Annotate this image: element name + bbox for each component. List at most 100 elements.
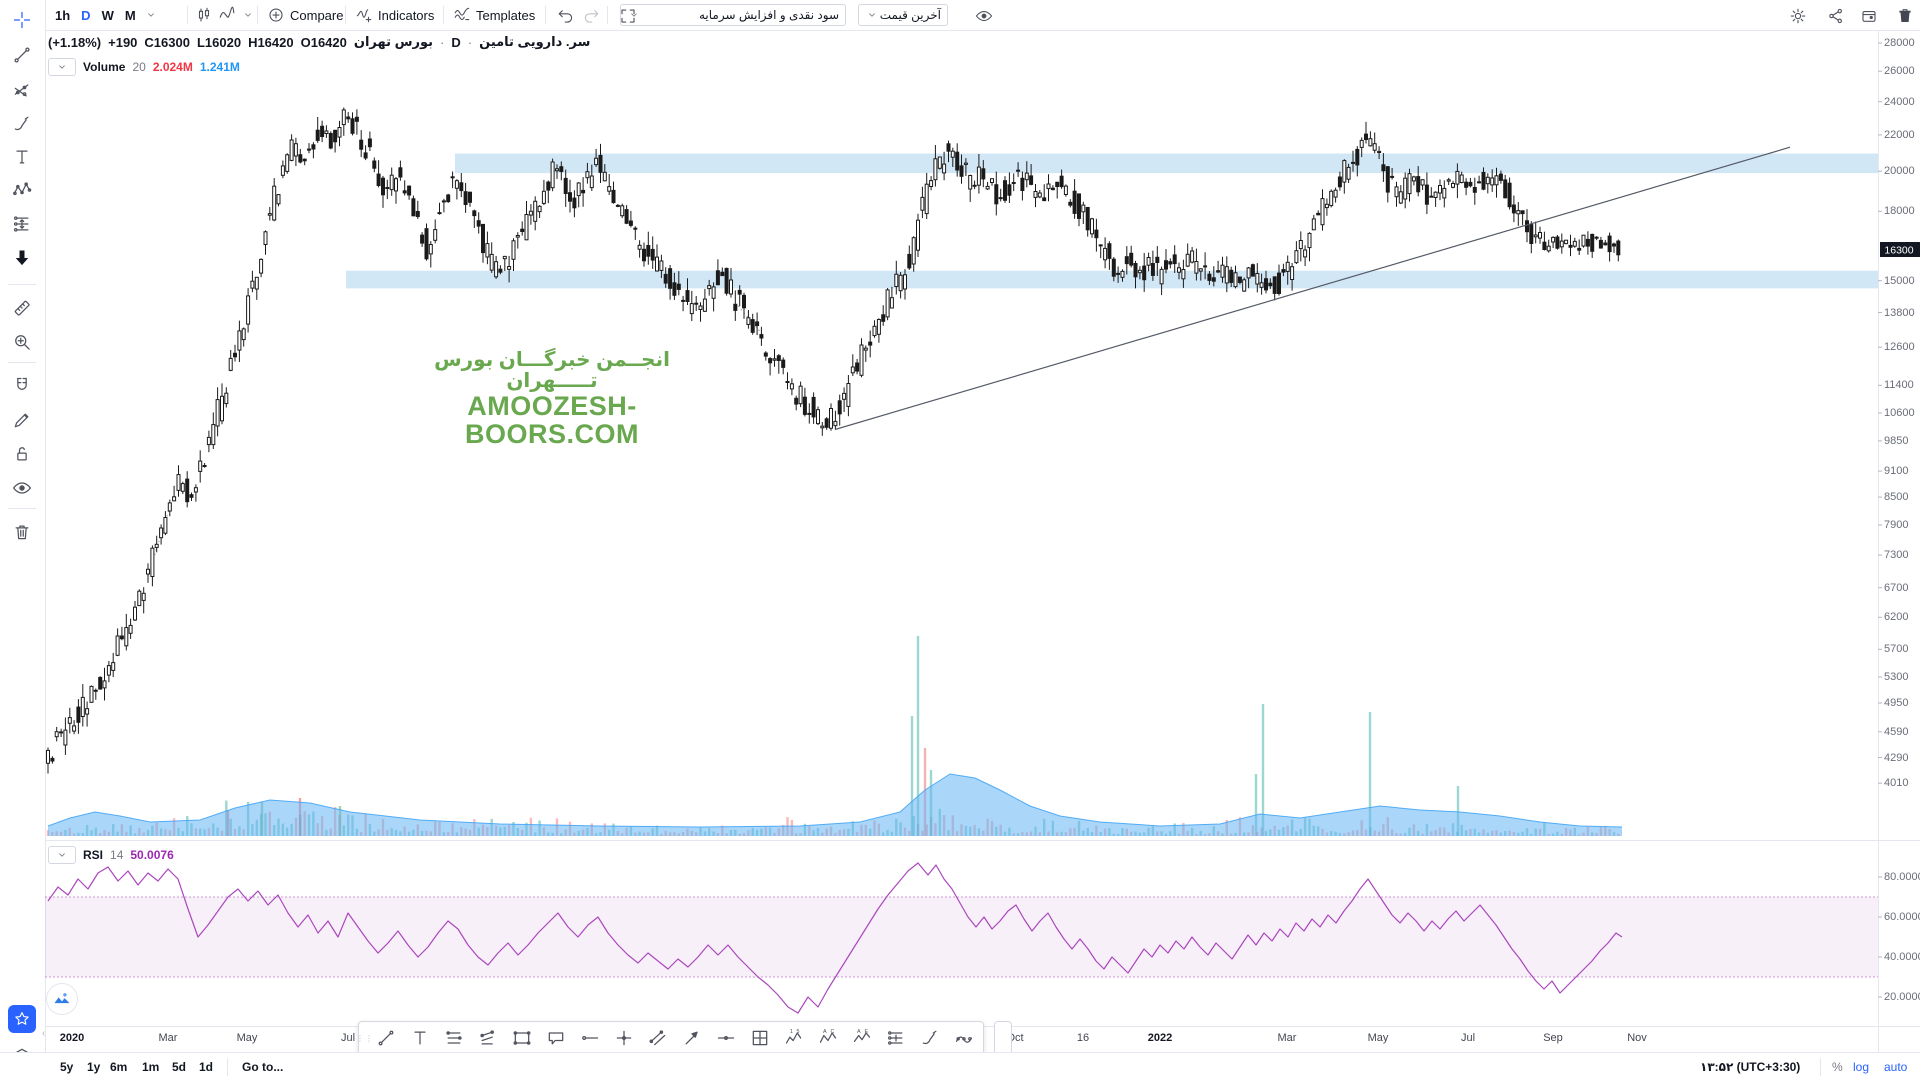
favorite-tool-parallel-channel[interactable] <box>641 1023 675 1053</box>
symbol-title[interactable]: سر. دارویی تامین <box>479 34 591 49</box>
timeframe-1w[interactable]: W <box>101 7 114 23</box>
chart-plot-area[interactable] <box>45 30 1878 840</box>
favorite-tool-cycle-lines[interactable] <box>947 1023 981 1053</box>
favorite-tool-brush[interactable] <box>913 1023 947 1053</box>
svg-text:1: 1 <box>790 1029 793 1035</box>
auto-scale-button[interactable]: auto <box>1884 1060 1908 1074</box>
sidebar-tool-hide-all-eye[interactable] <box>8 474 36 502</box>
sidebar-tool-pattern-tools[interactable] <box>8 176 36 204</box>
legend-collapse-chevron[interactable] <box>48 846 76 864</box>
timeframe-1m[interactable]: M <box>124 7 136 23</box>
sidebar-tool-brush-tools[interactable] <box>8 110 36 138</box>
sidebar-tool-remove-all-trash[interactable] <box>8 518 36 546</box>
sidebar-tool-zoom-in[interactable] <box>8 328 36 356</box>
indicators-button[interactable]: Indicators <box>355 0 434 30</box>
price-axis[interactable] <box>1878 30 1920 1026</box>
price-source-dropdown[interactable]: آخرین قیمت <box>858 4 948 26</box>
toolbar-drag-handle[interactable]: ⋮⋮ <box>356 1033 374 1043</box>
plus-circle-icon <box>267 6 285 24</box>
time-tick-label: May <box>1367 1032 1389 1044</box>
favorite-tool-long-position[interactable] <box>879 1023 913 1053</box>
price-tick-label: 4590 <box>1884 726 1909 738</box>
favorite-tool-trend-line[interactable] <box>369 1023 403 1053</box>
percent-scale-button[interactable]: % <box>1832 1060 1843 1074</box>
sidebar-tool-prediction-tools[interactable] <box>8 210 36 238</box>
templates-button[interactable]: Templates <box>453 0 535 30</box>
delete-trash-icon[interactable] <box>1896 7 1914 25</box>
range-1y-button[interactable]: 1y <box>87 1060 101 1074</box>
sidebar-tool-lock-all[interactable] <box>8 440 36 468</box>
sidebar-tool-ruler[interactable] <box>8 294 36 322</box>
settings-gear-icon[interactable] <box>1789 7 1807 25</box>
rsi-tick-label: 20.0000 <box>1884 991 1920 1003</box>
range-5d-button[interactable]: 5d <box>172 1060 187 1074</box>
price-tick-label: 5300 <box>1884 671 1909 683</box>
sidebar-separator <box>8 508 36 509</box>
share-icon[interactable] <box>1827 7 1845 25</box>
clock-label[interactable]: ۱۳:۵۲ (UTC+3:30) <box>1700 1060 1801 1074</box>
timeframe-chevron-down-icon[interactable] <box>144 8 158 22</box>
quick-view-eye-icon[interactable] <box>975 7 993 25</box>
range-5y-button[interactable]: 5y <box>60 1060 74 1074</box>
sidebar-tool-gann-fib-tools[interactable] <box>8 76 36 104</box>
bottom-toolbar: 5y 1y 6m 1m 5d 1d Go to... ۱۳:۵۲ (UTC+3:30) %… <box>0 1052 1920 1080</box>
favorite-tool-projection[interactable] <box>743 1023 777 1053</box>
compare-button[interactable]: Compare <box>267 0 343 30</box>
range-1d-button[interactable]: 1d <box>199 1060 214 1074</box>
rsi-tick-label: 60.0000 <box>1884 911 1920 923</box>
top-toolbar: 1h D W M Compare Indicators Templates <box>45 0 1920 31</box>
range-1m-button[interactable]: 1m <box>142 1060 160 1074</box>
price-tick-label: 15000 <box>1884 275 1915 287</box>
goto-button[interactable]: Go to... <box>242 1060 284 1074</box>
adjustment-dropdown[interactable]: سود نقدی و افزایش سرمایه <box>620 4 846 26</box>
price-tick-label: 7300 <box>1884 549 1909 561</box>
pane-logo-button[interactable] <box>46 983 78 1015</box>
undo-icon[interactable] <box>557 7 575 25</box>
chart-type-chevron-down-icon[interactable] <box>241 8 255 22</box>
rsi-period: 14 <box>110 848 124 862</box>
legend-collapse-chevron[interactable] <box>48 58 76 76</box>
axis-collapse-chevron-icon[interactable]: ‹ <box>42 1028 46 1039</box>
timeframe-1h[interactable]: 1h <box>55 7 71 23</box>
favorite-tool-horizontal-line[interactable] <box>709 1023 743 1053</box>
timeframe-1d[interactable]: D <box>81 7 91 23</box>
favorite-tool-cross-line[interactable] <box>607 1023 641 1053</box>
favorites-star-toggle[interactable] <box>8 1005 36 1033</box>
favorites-toolbar-more-button[interactable] <box>994 1021 1012 1055</box>
favorite-tool-fib-retracement[interactable] <box>437 1023 471 1053</box>
time-tick-label: Mar <box>1277 1032 1297 1044</box>
range-6m-button[interactable]: 6m <box>110 1060 128 1074</box>
sidebar-tool-text-tools[interactable] <box>8 143 36 171</box>
favorite-tool-rectangle[interactable] <box>505 1023 539 1053</box>
rsi-legend[interactable]: RSI 14 50.0076 <box>48 846 174 864</box>
candlestick-chart-icon[interactable] <box>195 6 213 24</box>
line-chart-icon[interactable] <box>218 6 236 24</box>
favorite-tool-text[interactable] <box>403 1023 437 1053</box>
volume-period: 20 <box>132 60 146 74</box>
volume-legend[interactable]: Volume 20 2.024M 1.241M <box>48 58 240 76</box>
sidebar-tool-crosshair[interactable] <box>8 6 36 34</box>
volume-value-blue: 1.241M <box>199 60 240 74</box>
pane-separator[interactable] <box>45 840 1920 841</box>
favorite-tool-disjoint-channel[interactable] <box>471 1023 505 1053</box>
symbol-exchange: بورس تهران <box>353 34 434 49</box>
chevron-down-icon <box>627 8 641 22</box>
indicators-label: Indicators <box>378 7 435 23</box>
sidebar-tool-trend-line-tools[interactable] <box>8 41 36 69</box>
favorite-tool-callout[interactable] <box>539 1023 573 1053</box>
log-scale-button[interactable]: log <box>1853 1060 1870 1074</box>
redo-icon[interactable] <box>582 7 600 25</box>
favorite-tool-arrow-marker[interactable] <box>675 1023 709 1053</box>
chevron-down-icon <box>55 848 69 862</box>
sidebar-tool-drawing-mode-lock[interactable] <box>8 406 36 434</box>
symbol-interval: D <box>451 34 461 50</box>
favorite-tool-horizontal-ray[interactable] <box>573 1023 607 1053</box>
symbol-legend[interactable]: سر. دارویی تامین · D · بورس تهران O16420… <box>48 34 590 50</box>
sidebar-tool-arrow-marker-tool[interactable] <box>8 244 36 272</box>
fullscreen-icon[interactable] <box>619 7 637 25</box>
snapshot-camera-icon[interactable] <box>1860 7 1878 25</box>
sidebar-tool-magnet[interactable] <box>8 372 36 400</box>
